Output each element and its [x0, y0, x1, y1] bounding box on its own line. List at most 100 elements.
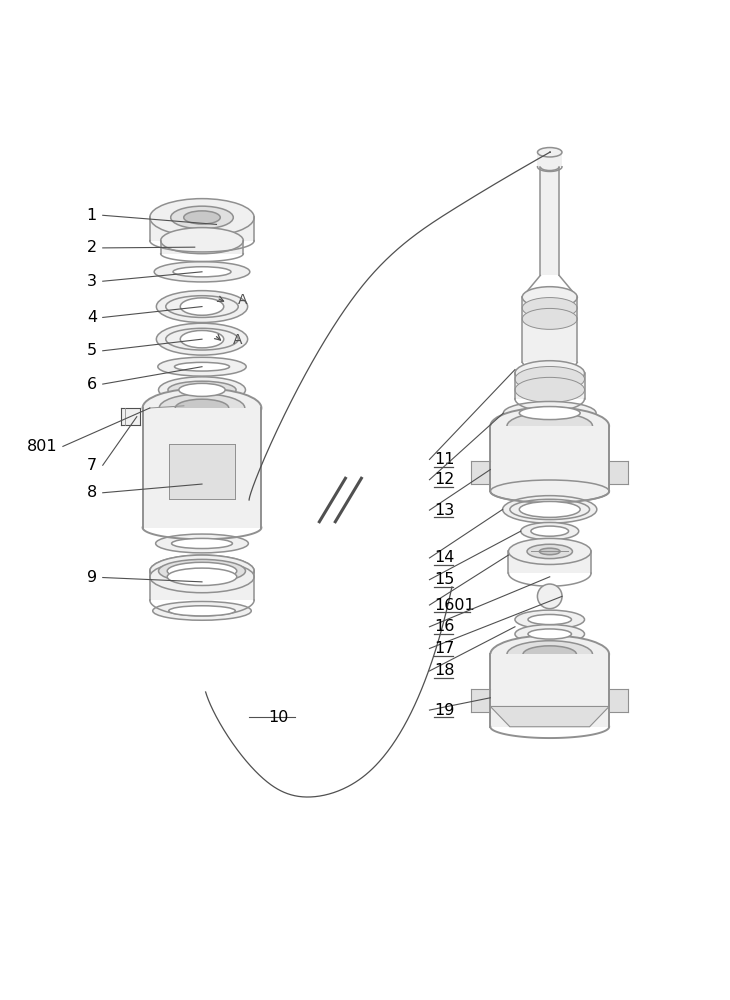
Ellipse shape: [142, 388, 261, 428]
Text: 4: 4: [87, 310, 97, 325]
Ellipse shape: [159, 394, 245, 422]
Text: A: A: [233, 333, 242, 347]
Text: 5: 5: [87, 343, 97, 358]
Ellipse shape: [156, 323, 247, 355]
Ellipse shape: [156, 291, 247, 323]
Text: 801: 801: [26, 439, 57, 454]
Text: 6: 6: [87, 377, 97, 392]
Ellipse shape: [491, 407, 609, 445]
Ellipse shape: [519, 407, 580, 420]
Text: 8: 8: [87, 485, 97, 500]
Polygon shape: [508, 551, 591, 573]
Ellipse shape: [158, 377, 245, 403]
Text: 13: 13: [434, 503, 454, 518]
Text: 10: 10: [269, 710, 289, 725]
Text: 7: 7: [87, 458, 97, 473]
Ellipse shape: [508, 538, 591, 564]
Ellipse shape: [507, 413, 593, 440]
Ellipse shape: [522, 287, 577, 308]
Ellipse shape: [150, 555, 254, 587]
Ellipse shape: [150, 561, 254, 593]
Text: 19: 19: [434, 703, 454, 718]
Ellipse shape: [537, 148, 562, 157]
Ellipse shape: [515, 361, 585, 386]
Ellipse shape: [519, 501, 580, 517]
Polygon shape: [491, 706, 609, 727]
Ellipse shape: [539, 548, 560, 555]
Polygon shape: [150, 571, 254, 600]
Text: 3: 3: [87, 274, 97, 289]
Ellipse shape: [523, 646, 577, 663]
Polygon shape: [537, 152, 562, 167]
Ellipse shape: [522, 298, 577, 318]
Polygon shape: [161, 241, 243, 254]
Ellipse shape: [166, 328, 238, 350]
Ellipse shape: [504, 401, 596, 425]
Ellipse shape: [167, 568, 237, 585]
Polygon shape: [169, 444, 234, 499]
Polygon shape: [491, 654, 609, 727]
Polygon shape: [472, 461, 491, 484]
Ellipse shape: [158, 559, 245, 583]
Ellipse shape: [174, 362, 229, 371]
Ellipse shape: [527, 544, 572, 559]
Text: 1601: 1601: [434, 598, 475, 613]
Polygon shape: [515, 373, 585, 399]
Ellipse shape: [180, 298, 223, 315]
Ellipse shape: [167, 562, 237, 580]
Ellipse shape: [180, 330, 223, 348]
Ellipse shape: [503, 496, 597, 523]
Ellipse shape: [158, 357, 246, 376]
Ellipse shape: [520, 522, 579, 540]
Ellipse shape: [531, 526, 569, 536]
Ellipse shape: [150, 555, 254, 587]
Ellipse shape: [169, 606, 235, 616]
Ellipse shape: [168, 381, 236, 399]
Polygon shape: [142, 408, 261, 528]
Ellipse shape: [153, 601, 251, 620]
Text: 2: 2: [87, 240, 97, 255]
Circle shape: [537, 584, 562, 609]
Ellipse shape: [179, 383, 225, 396]
Ellipse shape: [150, 199, 254, 236]
Text: 12: 12: [434, 472, 454, 487]
Polygon shape: [609, 461, 628, 484]
Text: 1: 1: [87, 208, 97, 223]
Text: A: A: [238, 293, 247, 307]
Polygon shape: [609, 689, 628, 712]
Ellipse shape: [491, 480, 609, 503]
Polygon shape: [491, 426, 609, 491]
Ellipse shape: [515, 610, 585, 629]
Ellipse shape: [154, 262, 250, 282]
Polygon shape: [472, 689, 491, 712]
Ellipse shape: [161, 228, 243, 254]
Ellipse shape: [491, 635, 609, 673]
Ellipse shape: [515, 625, 585, 643]
Ellipse shape: [175, 399, 228, 417]
Text: 9: 9: [87, 570, 97, 585]
Ellipse shape: [528, 629, 572, 639]
Polygon shape: [121, 408, 139, 425]
Text: 14: 14: [434, 550, 454, 565]
Polygon shape: [540, 167, 559, 275]
Polygon shape: [150, 217, 254, 241]
Text: 16: 16: [434, 619, 454, 634]
Ellipse shape: [540, 163, 559, 171]
Text: 18: 18: [434, 663, 454, 678]
Ellipse shape: [522, 308, 577, 329]
Ellipse shape: [166, 296, 238, 317]
Polygon shape: [522, 297, 577, 362]
Ellipse shape: [173, 267, 231, 277]
Ellipse shape: [155, 534, 248, 553]
Ellipse shape: [515, 377, 585, 402]
Text: 15: 15: [434, 572, 454, 587]
Ellipse shape: [507, 641, 593, 668]
Ellipse shape: [184, 211, 220, 224]
Text: 11: 11: [434, 452, 454, 467]
Ellipse shape: [515, 366, 585, 392]
Text: 17: 17: [434, 641, 454, 656]
Ellipse shape: [528, 614, 572, 625]
Ellipse shape: [171, 206, 234, 229]
Ellipse shape: [172, 538, 232, 549]
Ellipse shape: [510, 499, 590, 520]
